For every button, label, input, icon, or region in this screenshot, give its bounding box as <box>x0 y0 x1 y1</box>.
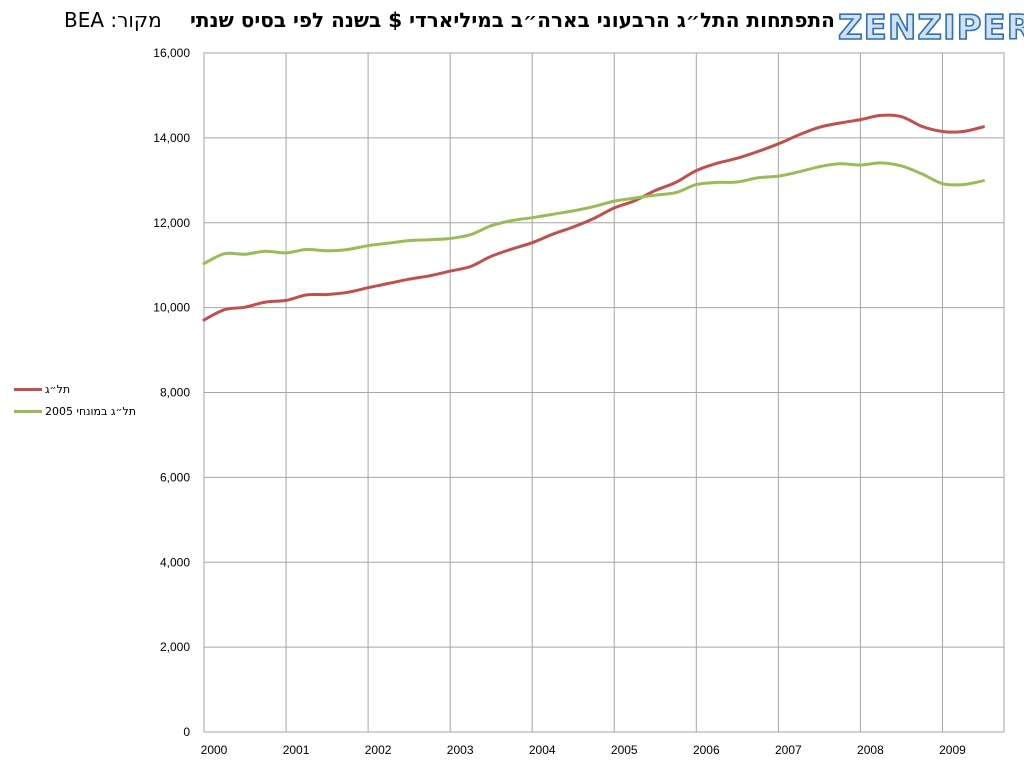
x-tick-label: 2005 <box>611 743 638 757</box>
y-tick-label: 6,000 <box>160 470 190 484</box>
legend-label-gdp: תל״ג <box>45 382 71 396</box>
x-tick-label: 2007 <box>775 743 802 757</box>
x-tick-label: 2002 <box>365 743 392 757</box>
series-line-gdp <box>202 113 985 322</box>
y-tick-label: 8,000 <box>160 386 190 400</box>
x-tick-label: 2000 <box>201 743 228 757</box>
chart-title: התפתחות התל״ג הרבעוני בארה״ב במיליארדי $… <box>190 8 835 32</box>
x-tick-label: 2008 <box>857 743 884 757</box>
x-tick-label: 2003 <box>447 743 474 757</box>
source-label: מקור: BEA <box>64 8 162 32</box>
legend-item-gdp: תל״ג <box>14 378 136 400</box>
y-tick-label: 0 <box>183 725 190 739</box>
x-tick-label: 2001 <box>283 743 310 757</box>
legend-item-real-gdp: תל״ג במונחי 2005 <box>14 400 136 422</box>
y-tick-label: 2,000 <box>160 640 190 654</box>
y-tick-label: 14,000 <box>153 131 190 145</box>
legend-swatch-gdp <box>14 387 42 391</box>
x-tick-label: 2009 <box>939 743 966 757</box>
legend-swatch-real-gdp <box>14 409 42 413</box>
chart-legend: תל״ג תל״ג במונחי 2005 <box>14 378 136 422</box>
zenziper-logo: ZENZIPER <box>837 7 1024 49</box>
series-line-real-gdp <box>202 161 985 265</box>
y-tick-label: 12,000 <box>153 216 190 230</box>
x-tick-label: 2004 <box>529 743 556 757</box>
x-tick-label: 2006 <box>693 743 720 757</box>
legend-label-real-gdp: תל״ג במונחי 2005 <box>45 404 136 418</box>
y-tick-label: 4,000 <box>160 555 190 569</box>
y-tick-label: 10,000 <box>153 301 190 315</box>
y-tick-label: 16,000 <box>153 46 190 60</box>
